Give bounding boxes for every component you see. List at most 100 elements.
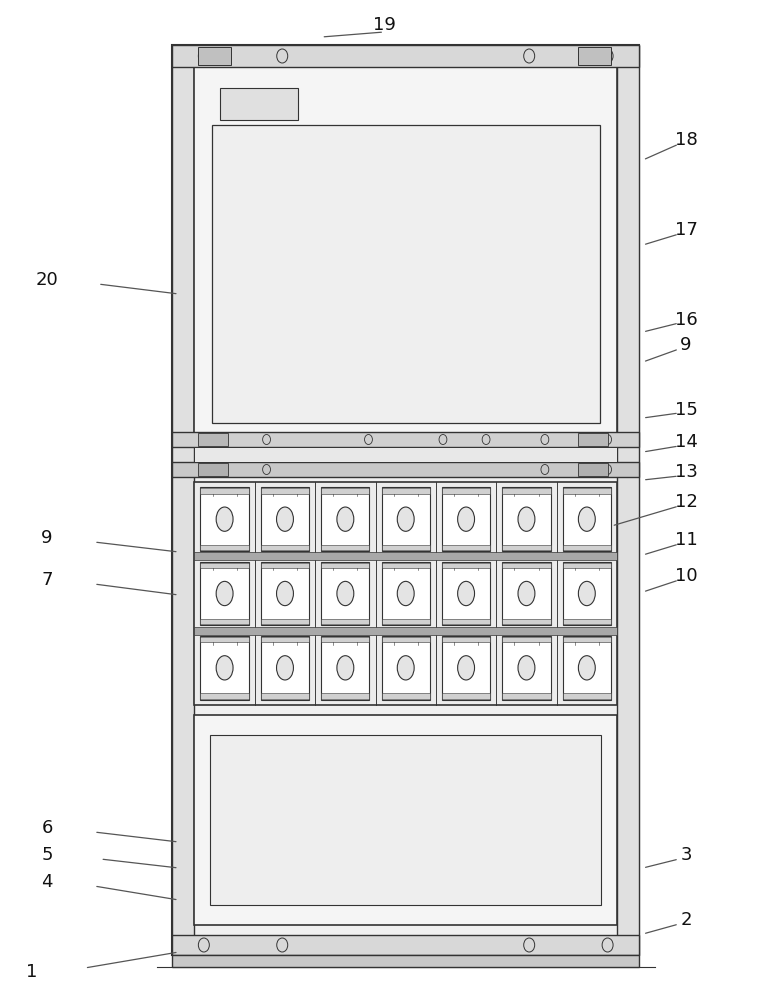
Ellipse shape <box>277 507 293 531</box>
Ellipse shape <box>277 656 293 680</box>
Ellipse shape <box>216 507 233 531</box>
Text: 1: 1 <box>26 963 37 981</box>
Bar <box>442 637 490 642</box>
Bar <box>382 619 430 624</box>
Ellipse shape <box>216 581 233 606</box>
Ellipse shape <box>337 656 354 680</box>
Bar <box>172 45 639 67</box>
Bar <box>442 487 490 551</box>
Bar <box>578 463 608 476</box>
Ellipse shape <box>579 507 595 531</box>
Ellipse shape <box>518 507 535 531</box>
Text: 10: 10 <box>675 567 697 585</box>
Ellipse shape <box>337 507 354 531</box>
Bar <box>503 488 550 494</box>
Bar <box>442 636 490 700</box>
Bar <box>503 619 550 624</box>
Ellipse shape <box>397 656 414 680</box>
Bar <box>194 447 617 462</box>
Bar <box>321 619 369 624</box>
Bar <box>194 65 617 445</box>
Bar <box>261 562 309 625</box>
Bar <box>503 487 550 551</box>
Text: 11: 11 <box>674 531 698 549</box>
Bar <box>201 636 249 700</box>
Ellipse shape <box>337 581 354 606</box>
Bar <box>578 433 608 446</box>
Text: 14: 14 <box>674 433 698 451</box>
Bar <box>201 545 249 550</box>
Bar <box>382 487 430 551</box>
Ellipse shape <box>518 656 535 680</box>
Bar <box>201 488 249 494</box>
Bar <box>172 45 194 955</box>
Ellipse shape <box>397 581 414 606</box>
Bar <box>442 693 490 699</box>
Bar <box>201 487 249 551</box>
Ellipse shape <box>579 656 595 680</box>
Bar <box>261 693 309 699</box>
Bar <box>212 125 600 423</box>
Bar <box>563 563 611 568</box>
Bar <box>261 637 309 642</box>
Bar <box>321 487 369 551</box>
Ellipse shape <box>458 507 474 531</box>
Bar <box>172 462 639 477</box>
Bar <box>194 715 617 925</box>
Bar <box>321 637 369 642</box>
Bar <box>503 562 550 625</box>
Bar <box>261 636 309 700</box>
Bar <box>172 935 639 955</box>
Text: 9: 9 <box>681 336 691 354</box>
Text: 20: 20 <box>35 271 59 289</box>
Bar <box>172 432 639 447</box>
Bar <box>172 955 639 967</box>
Bar <box>172 45 639 955</box>
Bar <box>261 545 309 550</box>
Bar <box>563 636 611 700</box>
Bar <box>503 636 550 700</box>
Bar <box>503 545 550 550</box>
Text: 7: 7 <box>42 571 53 589</box>
Ellipse shape <box>216 656 233 680</box>
Text: 9: 9 <box>42 529 53 547</box>
Bar <box>503 637 550 642</box>
Bar <box>442 563 490 568</box>
Bar <box>563 637 611 642</box>
Bar <box>578 47 611 65</box>
Text: 4: 4 <box>42 873 53 891</box>
Text: 17: 17 <box>674 221 698 239</box>
Text: 18: 18 <box>674 131 698 149</box>
Bar <box>563 488 611 494</box>
Ellipse shape <box>458 656 474 680</box>
Ellipse shape <box>277 581 293 606</box>
Bar <box>198 47 231 65</box>
Text: 6: 6 <box>42 819 53 837</box>
Bar <box>261 563 309 568</box>
Bar <box>261 488 309 494</box>
Bar <box>617 45 639 955</box>
Ellipse shape <box>518 581 535 606</box>
Bar <box>198 433 228 446</box>
Bar <box>194 482 617 705</box>
Bar <box>210 735 601 905</box>
Bar <box>201 637 249 642</box>
Text: 19: 19 <box>372 16 396 34</box>
Text: 2: 2 <box>681 911 691 929</box>
Bar <box>198 463 228 476</box>
Bar <box>321 636 369 700</box>
Bar <box>321 488 369 494</box>
Ellipse shape <box>579 581 595 606</box>
Text: 13: 13 <box>674 463 698 481</box>
Bar <box>382 693 430 699</box>
Bar <box>382 488 430 494</box>
Bar <box>563 619 611 624</box>
Text: 12: 12 <box>674 493 698 511</box>
Bar <box>261 619 309 624</box>
Bar <box>442 545 490 550</box>
Bar <box>382 545 430 550</box>
Bar <box>201 563 249 568</box>
Bar <box>201 562 249 625</box>
Bar <box>321 562 369 625</box>
Text: 5: 5 <box>42 846 53 864</box>
